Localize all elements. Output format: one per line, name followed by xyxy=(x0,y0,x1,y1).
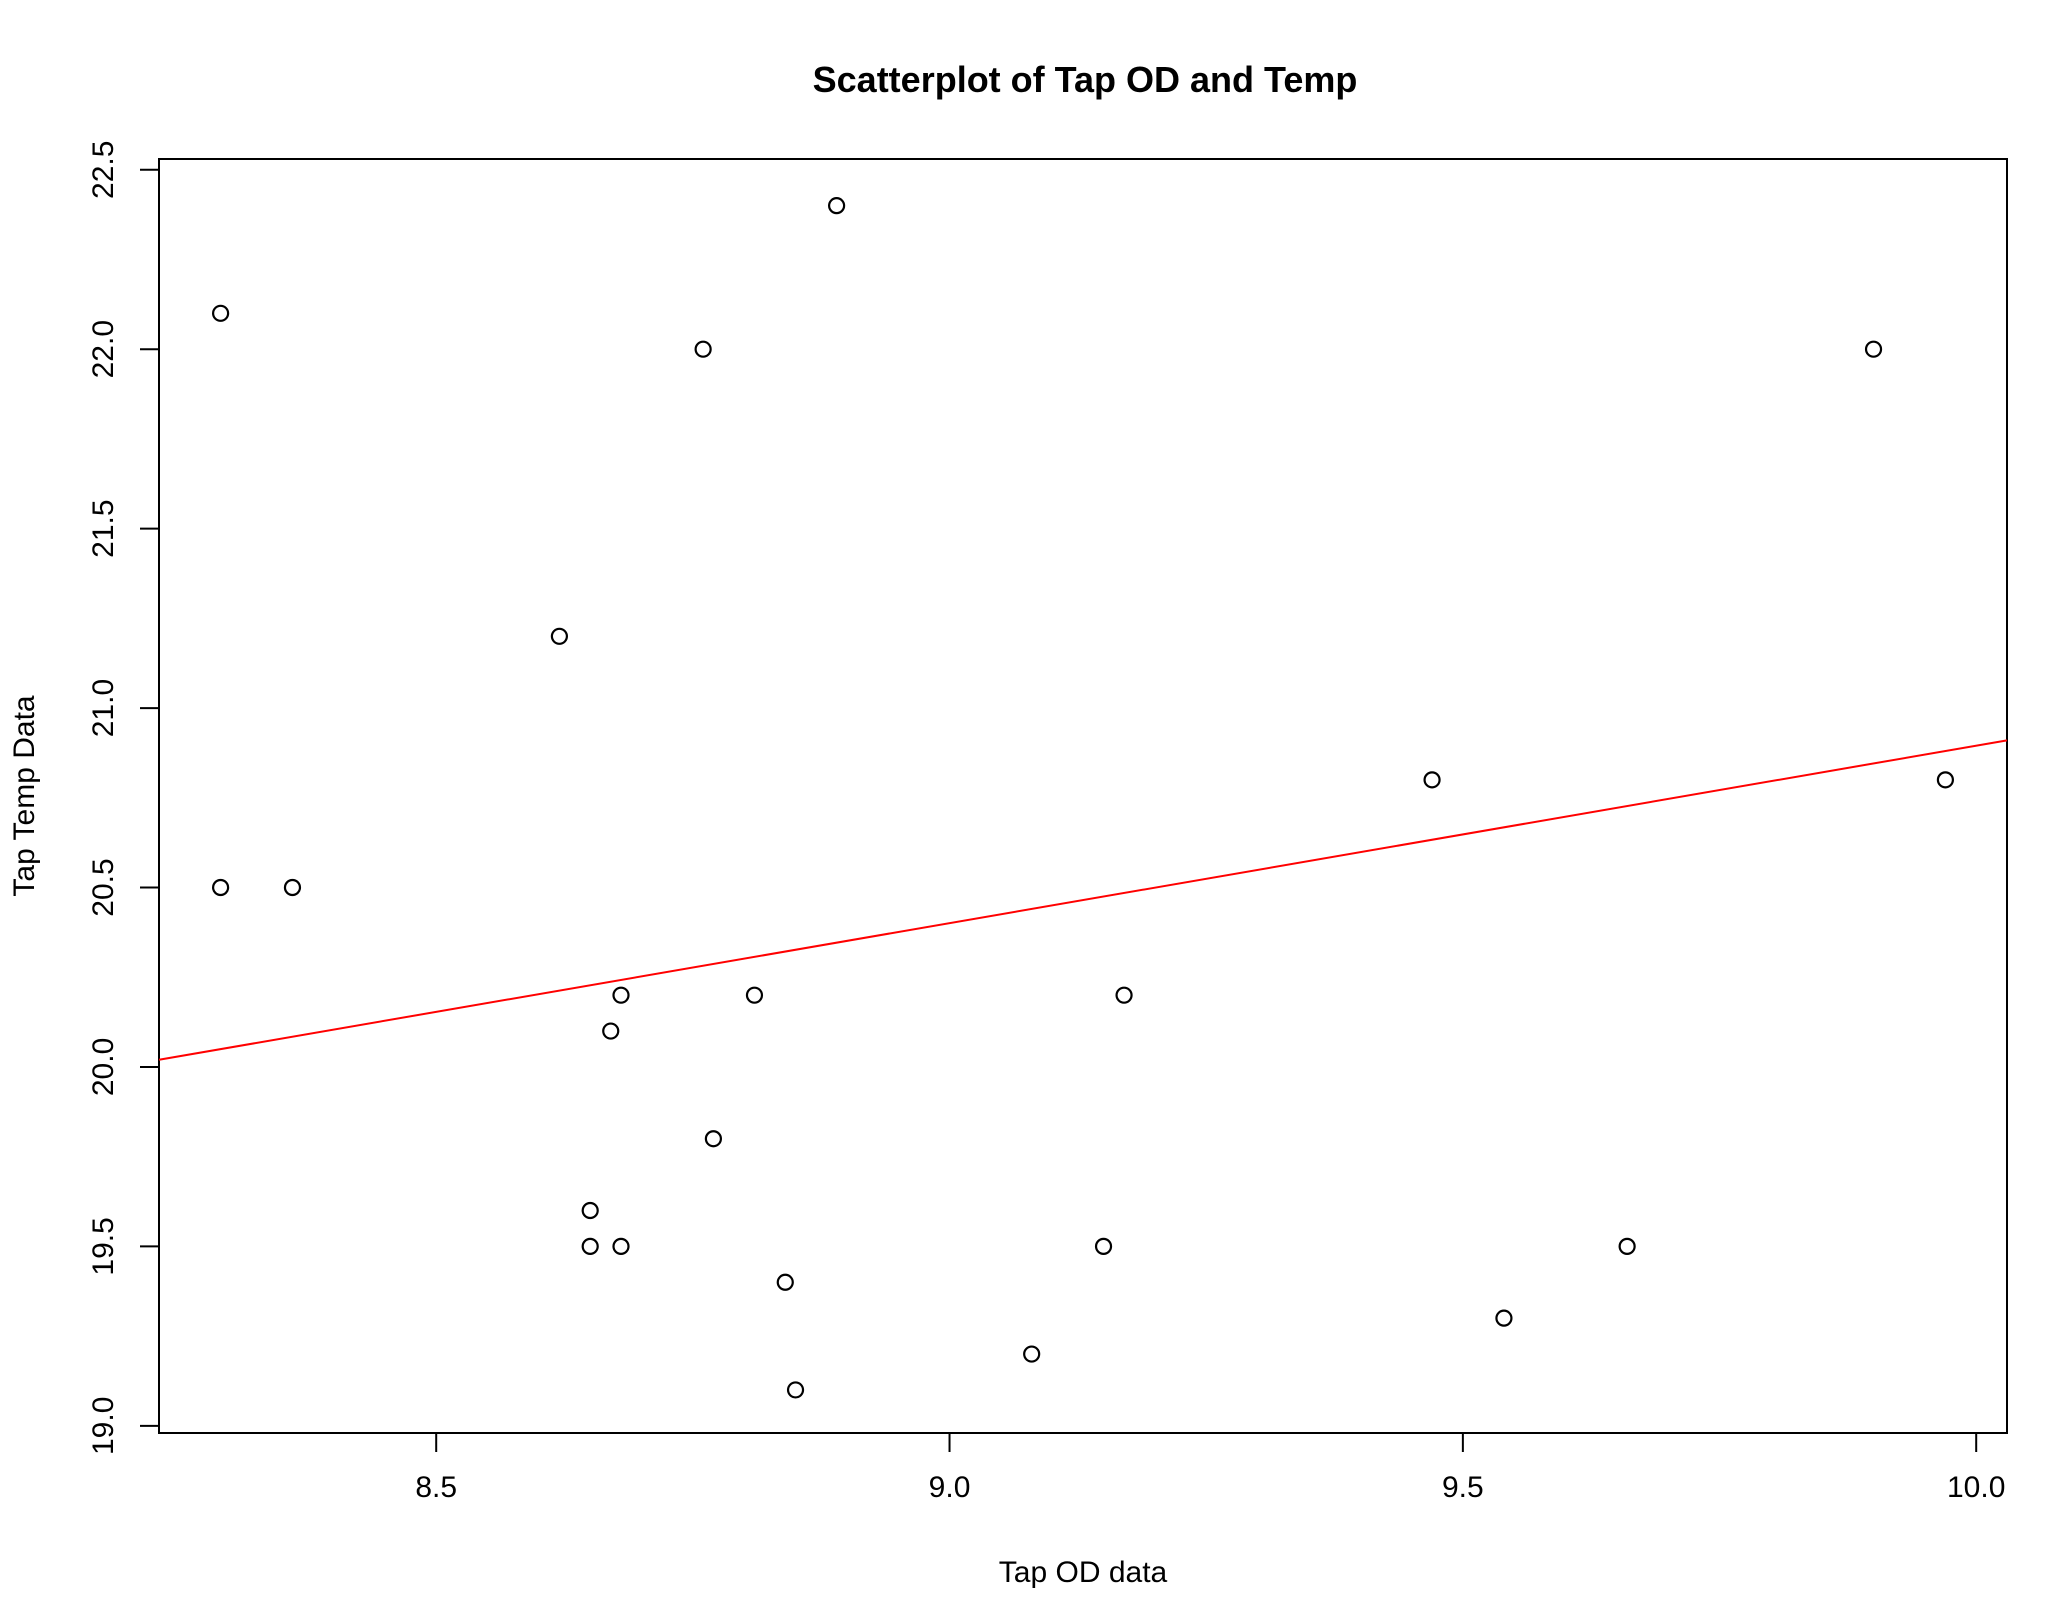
x-tick-label: 10.0 xyxy=(1947,1471,2005,1504)
y-tick-label: 20.5 xyxy=(87,858,120,916)
data-point xyxy=(776,1273,794,1291)
data-point xyxy=(550,627,569,645)
y-tick-label: 22.5 xyxy=(87,141,120,199)
data-point xyxy=(1495,1309,1513,1327)
y-tick-label: 20.0 xyxy=(87,1038,120,1096)
y-axis: 19.0 19.5 20.0 20.5 21.0 21.5 22.0 22.5 xyxy=(87,141,160,1455)
data-point xyxy=(1423,771,1441,789)
chart-title: Scatterplot of Tap OD and Temp xyxy=(813,59,1358,100)
x-tick-label: 8.5 xyxy=(415,1471,457,1504)
x-axis-label: Tap OD data xyxy=(999,1556,1168,1589)
y-tick-label: 19.0 xyxy=(87,1397,120,1455)
data-point xyxy=(1023,1345,1041,1363)
data-point xyxy=(745,986,764,1004)
y-axis-label: Tap Temp Data xyxy=(8,695,41,897)
y-tick-label: 21.5 xyxy=(87,499,120,557)
x-axis: 8.5 9.0 9.5 10.0 xyxy=(415,1432,2005,1504)
data-point xyxy=(786,1381,805,1399)
data-point xyxy=(581,1237,599,1255)
data-point xyxy=(581,1201,599,1220)
y-tick-label: 21.0 xyxy=(87,679,120,737)
regression-layer xyxy=(158,739,2008,1061)
data-point xyxy=(704,1130,723,1148)
data-point xyxy=(212,878,230,897)
data-point xyxy=(1115,986,1133,1004)
x-tick-label: 9.0 xyxy=(929,1471,971,1504)
plot-area-border xyxy=(158,158,2008,1434)
data-point xyxy=(602,1022,620,1040)
y-tick-label: 22.0 xyxy=(87,320,120,378)
data-point xyxy=(1936,771,1955,789)
data-point xyxy=(612,986,630,1004)
y-tick-label: 19.5 xyxy=(87,1217,120,1275)
x-tick-label: 9.5 xyxy=(1442,1471,1484,1504)
data-point xyxy=(612,1237,630,1255)
data-point xyxy=(1618,1237,1636,1255)
data-point xyxy=(1864,340,1883,358)
regression-line xyxy=(158,739,2008,1061)
data-point xyxy=(694,340,712,358)
data-point xyxy=(827,197,846,215)
data-point xyxy=(283,878,302,897)
data-point xyxy=(212,304,230,322)
data-point xyxy=(1094,1237,1113,1255)
data-points xyxy=(212,197,1955,1399)
